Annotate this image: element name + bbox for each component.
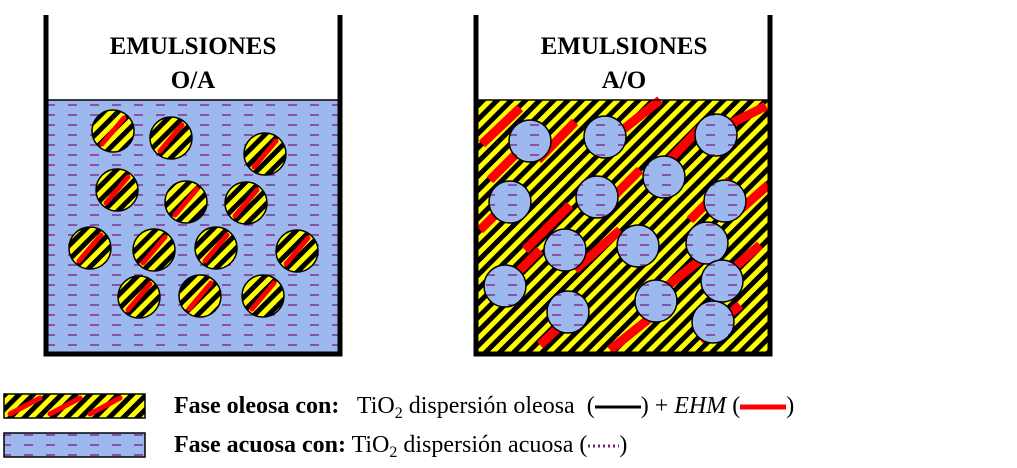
oil-droplet [241,274,285,318]
legend-aqueous-label: Fase acuosa con: [174,432,346,458]
oil-droplet [224,181,268,225]
tio2-subscript: 2 [389,444,398,461]
ehm-stroke [521,201,574,254]
ehm-stroke [617,96,663,136]
tio2-subscript: 2 [394,405,403,422]
beaker-title-ao: EMULSIONES A/O [504,30,744,98]
title-line-1: EMULSIONES [540,33,708,60]
water-droplet [508,119,552,163]
ehm-label: EHM [674,393,727,419]
tio2-label: TiO [356,393,395,419]
water-droplet [685,221,729,265]
water-droplet [700,259,744,303]
water-droplet [691,300,735,344]
ehm-stroke [478,104,524,148]
tio2-label: TiO [351,432,390,458]
beaker-outline [43,15,343,357]
water-droplet [575,175,619,219]
beaker-outline [473,15,773,357]
water-droplet [634,279,678,323]
legend-aqueous-text: Fase acuosa con: TiO2 dispersión acuosa … [174,432,628,461]
beaker-title-oa: EMULSIONES O/A [73,30,313,98]
ehm-stroke [727,101,769,129]
water-droplet [543,228,587,272]
ehm-stroke [572,226,623,274]
oil-droplet [164,180,208,224]
oil-droplet [68,226,112,270]
red-line-icon [740,404,787,410]
oil-droplet [117,275,161,319]
oil-droplet [132,228,176,272]
oil-droplets [68,109,319,319]
title-line-1: EMULSIONES [109,33,277,60]
water-droplets [483,113,747,344]
oil-droplet [275,229,319,273]
oil-droplet [91,109,135,153]
water-droplet [483,264,527,308]
water-droplet [488,180,532,224]
oil-droplet [243,132,287,176]
black-line-icon [594,405,641,409]
legend-oily-label: Fase oleosa con: [174,393,340,419]
oil-droplet [149,116,193,160]
legend-swatch-aqueous [3,432,146,458]
ehm-stroke [607,314,653,354]
title-line-2: A/O [601,67,647,94]
oil-droplet [194,226,238,270]
plus-label: + [654,393,669,419]
oil-droplet [178,274,222,318]
water-droplet [546,290,590,334]
oil-droplet [95,168,139,212]
water-droplet [583,115,627,159]
water-droplet [694,113,738,157]
legend-oily-text: Fase oleosa con: TiO2 dispersión oleosa … [174,393,795,422]
water-droplet [703,179,747,223]
title-line-2: O/A [170,67,216,94]
dispersion-label: dispersión oleosa [408,393,575,419]
water-droplet [642,155,686,199]
legend-swatch-oily [3,393,146,419]
dispersion-label: dispersión acuosa [403,432,574,458]
beaker-oa [43,15,343,357]
water-droplet [616,224,660,268]
dotted-line-icon [588,444,620,448]
beaker-ao [473,15,773,357]
